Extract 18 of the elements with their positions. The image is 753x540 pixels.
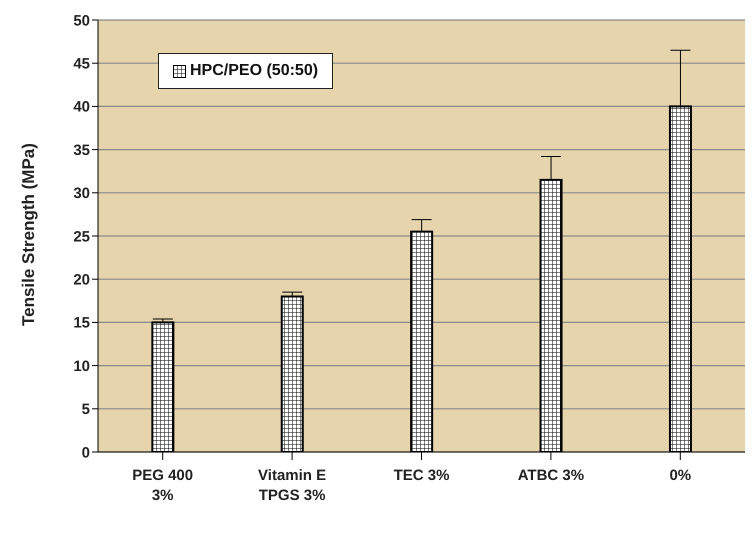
y-tick-label: 50 xyxy=(73,12,90,30)
y-tick-label: 5 xyxy=(82,401,90,418)
y-tick-label: 25 xyxy=(73,228,90,246)
y-tick-label: 45 xyxy=(73,56,90,73)
x-tick-label: PEG 400 3% xyxy=(132,467,194,504)
y-axis-title: Tensile Strength (MPa) xyxy=(19,143,38,326)
y-tick-label: 15 xyxy=(73,314,90,332)
y-tick-label: 0 xyxy=(82,444,90,462)
x-tick-label: TEC 3% xyxy=(394,467,450,484)
x-tick-label: ATBC 3% xyxy=(518,467,584,484)
y-tick-label: 40 xyxy=(73,98,90,116)
y-tick-label: 10 xyxy=(73,358,90,375)
y-tick-label: 20 xyxy=(73,272,90,289)
legend-label: HPC/PEO (50:50) xyxy=(190,62,318,80)
y-tick-label: 30 xyxy=(73,185,90,202)
y-tick-label: 35 xyxy=(73,142,90,159)
x-tick-label: 0% xyxy=(669,467,692,484)
x-tick-label: Vitamin E TPGS 3% xyxy=(258,467,326,504)
